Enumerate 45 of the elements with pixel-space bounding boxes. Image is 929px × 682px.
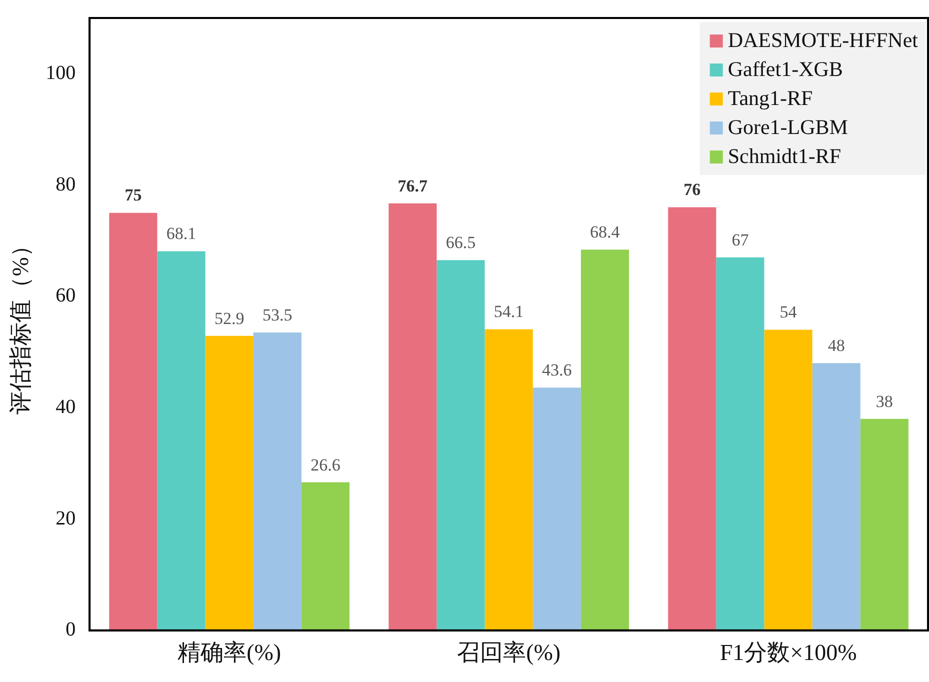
bar (157, 251, 206, 630)
data-label: 75 (124, 186, 142, 205)
bar (388, 203, 437, 630)
data-label: 68.1 (166, 224, 196, 244)
y-tick-label: 40 (56, 396, 76, 418)
y-tick-label: 0 (66, 618, 76, 641)
data-label: 54 (780, 302, 798, 322)
bar (109, 212, 158, 630)
bar (253, 332, 302, 630)
data-label: 76 (684, 180, 701, 200)
data-label: 38 (876, 392, 893, 411)
bar (668, 207, 716, 630)
bar (580, 250, 629, 630)
y-axis-title: 评估指标值（%） (8, 234, 33, 414)
bar (812, 363, 860, 630)
y-tick-label: 80 (56, 173, 76, 196)
legend-label: DAESMOTE-HFFNet (728, 28, 918, 52)
data-label: 66.5 (446, 233, 476, 252)
bar (532, 388, 581, 630)
data-label: 48 (828, 336, 845, 356)
data-label: 67 (732, 230, 750, 250)
bar (205, 336, 254, 630)
data-label: 26.6 (310, 455, 340, 474)
data-label: 76.7 (398, 176, 428, 196)
y-tick-label: 20 (56, 507, 76, 530)
data-label: 53.5 (262, 306, 292, 325)
x-tick-label: F1分数×100% (720, 640, 857, 666)
bar (860, 418, 908, 630)
x-tick-label: 精确率(%) (178, 640, 282, 666)
data-label: 54.1 (494, 302, 524, 322)
bar (716, 257, 764, 630)
y-tick-label: 60 (56, 284, 76, 307)
legend-label: Tang1-RF (728, 86, 813, 110)
legend-label: Schmidt1-RF (728, 144, 842, 168)
data-label: 68.4 (590, 222, 620, 242)
bar (436, 260, 485, 630)
y-tick-label: 100 (46, 62, 76, 84)
bar (301, 482, 350, 630)
x-tick-label: 召回率(%) (457, 640, 561, 666)
bar (764, 330, 812, 630)
legend-label: Gaffet1-XGB (728, 57, 843, 82)
data-label: 52.9 (214, 308, 244, 328)
legend-label: Gore1-LGBM (728, 115, 848, 140)
data-label: 43.6 (542, 360, 572, 380)
bar (484, 329, 533, 630)
